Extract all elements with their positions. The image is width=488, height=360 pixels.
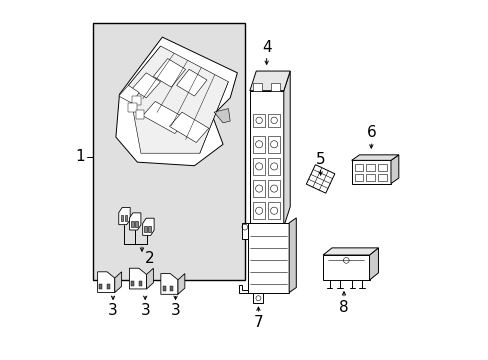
Bar [99,284,102,289]
Polygon shape [390,155,398,184]
Polygon shape [214,109,230,123]
Polygon shape [132,73,160,98]
Polygon shape [146,268,153,289]
Polygon shape [119,85,139,103]
Bar [253,113,264,127]
Bar [377,174,386,181]
Text: 6: 6 [366,125,375,140]
Bar [253,158,264,175]
Bar [93,23,244,280]
Text: 4: 4 [261,40,271,55]
Bar [144,226,147,232]
Text: 3: 3 [140,303,150,318]
Bar [268,180,279,197]
Bar [323,255,369,280]
Polygon shape [288,218,296,293]
Bar [253,136,264,153]
Bar [170,286,173,291]
Polygon shape [169,112,208,143]
Polygon shape [115,272,122,293]
Bar [124,215,127,221]
Bar [135,221,138,226]
Polygon shape [98,272,115,293]
Polygon shape [305,165,334,193]
Bar [241,223,247,239]
Bar [247,223,288,293]
Bar [268,202,279,219]
Bar [139,281,142,286]
Bar [162,286,165,291]
Bar [268,136,279,153]
Bar [131,221,134,226]
Polygon shape [142,102,187,134]
Bar [249,91,283,226]
Polygon shape [129,268,146,289]
Bar [252,83,261,91]
Bar [377,164,386,171]
Polygon shape [369,248,378,280]
Polygon shape [116,37,237,166]
Polygon shape [119,207,130,225]
Bar [148,226,151,232]
Polygon shape [283,71,290,226]
Polygon shape [129,213,141,230]
Bar [354,174,363,181]
Text: 3: 3 [108,303,118,318]
Text: 5: 5 [315,152,325,167]
Text: 7: 7 [253,315,263,330]
Polygon shape [176,69,206,96]
Text: 3: 3 [170,303,180,318]
Polygon shape [178,274,184,294]
Polygon shape [153,59,185,87]
Bar [253,293,263,303]
Polygon shape [239,285,247,293]
Polygon shape [351,155,398,160]
Polygon shape [132,96,141,105]
Polygon shape [323,248,378,255]
Bar [268,113,279,127]
Polygon shape [161,274,178,294]
Text: 8: 8 [339,300,348,315]
Bar [268,158,279,175]
Polygon shape [249,71,290,91]
Bar [93,23,244,280]
Text: 1: 1 [75,149,85,164]
Bar [366,164,374,171]
Bar [131,281,134,286]
Bar [366,174,374,181]
Text: 2: 2 [145,251,154,266]
Bar [253,180,264,197]
Polygon shape [135,111,144,119]
Bar [121,215,123,221]
Bar [107,284,110,289]
Polygon shape [128,46,228,153]
Bar [354,164,363,171]
Polygon shape [142,218,154,235]
Polygon shape [128,103,137,112]
Bar [253,202,264,219]
Bar [351,160,390,184]
Bar [270,83,279,91]
